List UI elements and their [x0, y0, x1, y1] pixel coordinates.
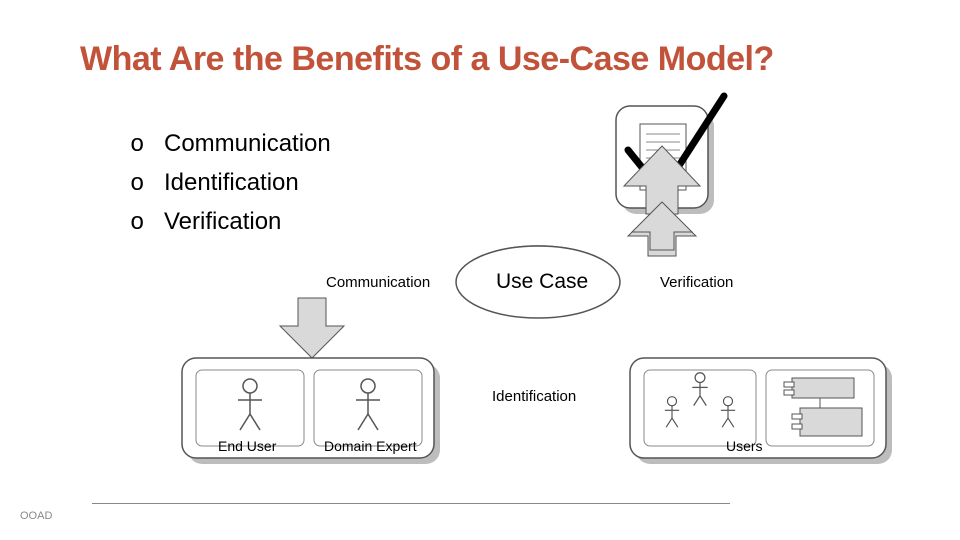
footer-left-text: OOAD — [20, 510, 52, 522]
domain-expert-label: Domain Expert — [324, 438, 417, 454]
slide-root: What Are the Benefits of a Use-Case Mode… — [0, 0, 960, 540]
footer-divider — [92, 503, 730, 504]
communication-label: Communication — [326, 274, 430, 291]
verification-label: Verification — [660, 274, 733, 291]
identification-label: Identification — [492, 388, 576, 405]
diagram-svg — [0, 0, 960, 540]
end-user-label: End User — [218, 438, 276, 454]
users-label: Users — [726, 438, 763, 454]
use-case-label: Use Case — [496, 270, 588, 294]
